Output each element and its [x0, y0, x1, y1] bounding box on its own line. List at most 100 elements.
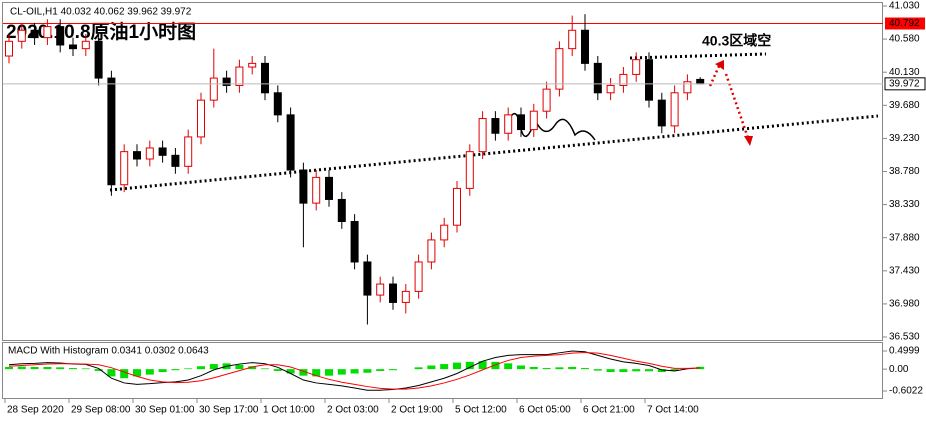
candle-body — [145, 147, 154, 160]
y-tick-label: 0.4999 — [889, 346, 920, 357]
histogram-bar — [299, 369, 308, 376]
candle-body — [363, 261, 372, 296]
histogram-bar — [94, 369, 103, 371]
x-tick-label: 2 Oct 03:00 — [327, 405, 379, 416]
histogram-bar — [248, 366, 257, 370]
candle-body — [158, 147, 167, 156]
y-tick-label: 39.230 — [889, 133, 920, 144]
x-tick-label: 7 Oct 14:00 — [647, 405, 699, 416]
histogram-bar — [337, 369, 346, 375]
candle-body — [107, 77, 116, 186]
histogram-bar — [81, 368, 90, 370]
y-tick-label: 37.430 — [889, 265, 920, 276]
candle-body — [389, 283, 397, 303]
histogram-bar — [427, 365, 436, 370]
histogram-bar — [350, 369, 359, 374]
candle-body — [5, 40, 13, 57]
histogram-bar — [440, 364, 449, 370]
x-tick-label: 28 Sep 2020 — [7, 405, 64, 416]
histogram-bar — [235, 364, 244, 370]
price-panel — [2, 2, 883, 341]
histogram-bar — [107, 369, 116, 377]
histogram-bar — [555, 367, 564, 370]
y-tick-label: 41.030 — [889, 1, 920, 12]
x-tick-label: 6 Oct 05:00 — [519, 405, 571, 416]
candle-body — [478, 118, 487, 153]
support-trend-line — [109, 114, 879, 192]
header: CL-OIL,H1 40.032 40.062 39.962 39.972 — [10, 7, 192, 18]
y-tick-label: 36.980 — [889, 299, 920, 310]
candle-body — [414, 261, 423, 292]
candle-body — [581, 29, 589, 64]
histogram-bar — [209, 364, 218, 370]
candle-body — [619, 73, 628, 86]
histogram-bar — [312, 369, 321, 377]
candle-body — [325, 176, 333, 200]
candle-body — [453, 187, 461, 226]
histogram-bar — [465, 361, 474, 370]
x-tick-label: 30 Sep 01:00 — [135, 405, 195, 416]
last-price-box — [884, 77, 926, 91]
candle-body — [542, 88, 551, 112]
arrow-down — [724, 73, 750, 139]
candle-body — [299, 169, 308, 204]
y-tick-label: 0.00 — [889, 364, 909, 375]
level-label-box — [885, 17, 925, 30]
histogram-bar — [69, 368, 77, 370]
y-tick-label: 38.330 — [889, 199, 920, 210]
candle-body — [529, 110, 538, 131]
histogram-bar — [363, 369, 372, 373]
histogram-bar — [504, 363, 513, 370]
histogram-bar — [657, 369, 666, 373]
y-tick-label: 39.680 — [889, 100, 920, 111]
candle-body — [81, 40, 90, 50]
histogram-bar — [542, 368, 551, 370]
candle-body — [94, 40, 103, 79]
histogram-bar — [606, 369, 615, 373]
histogram-bar — [273, 369, 282, 371]
histogram-bar — [171, 369, 180, 371]
histogram-bar — [261, 368, 269, 370]
histogram-bar — [645, 369, 653, 372]
histogram-bar — [133, 369, 141, 377]
histogram-bar — [184, 368, 193, 370]
candle-body — [30, 29, 39, 39]
macd-title: MACD With Histogram 0.0341 0.0302 0.0643 — [8, 346, 209, 357]
candle-body — [120, 151, 129, 186]
x-tick-label: 29 Sep 08:00 — [71, 405, 131, 416]
arrow-up — [708, 63, 722, 87]
histogram-bar — [325, 369, 333, 376]
candle-body — [465, 151, 474, 189]
candle-body — [273, 92, 282, 116]
histogram-bar — [17, 366, 26, 370]
histogram-bar — [376, 369, 385, 371]
candle-body — [593, 62, 602, 94]
x-tick-label: 1 Oct 10:00 — [263, 405, 315, 416]
histogram-bar — [619, 369, 628, 373]
candle-body — [376, 283, 385, 296]
histogram-bar — [158, 369, 167, 373]
x-tick-label: 30 Sep 17:00 — [199, 405, 259, 416]
histogram-bar — [517, 365, 525, 370]
candle-body — [209, 77, 218, 101]
annotation: 40.3区域空 — [702, 33, 771, 49]
histogram-bar — [632, 369, 641, 372]
candle-body — [427, 239, 436, 263]
candle-body — [235, 66, 244, 86]
candle-body — [337, 198, 346, 223]
candle-body — [312, 176, 321, 204]
histogram-bar — [56, 367, 65, 370]
candle-body — [606, 84, 615, 94]
y-tick-label: 40.130 — [889, 67, 920, 78]
candle-body — [504, 114, 513, 134]
histogram-bar — [478, 361, 487, 370]
candle-body — [350, 221, 359, 263]
candle-body — [401, 290, 410, 303]
candle-body — [261, 62, 269, 94]
histogram-bar — [581, 368, 589, 370]
x-tick-label: 5 Oct 12:00 — [455, 405, 507, 416]
candle-body — [69, 44, 77, 50]
candle-body — [222, 77, 231, 86]
